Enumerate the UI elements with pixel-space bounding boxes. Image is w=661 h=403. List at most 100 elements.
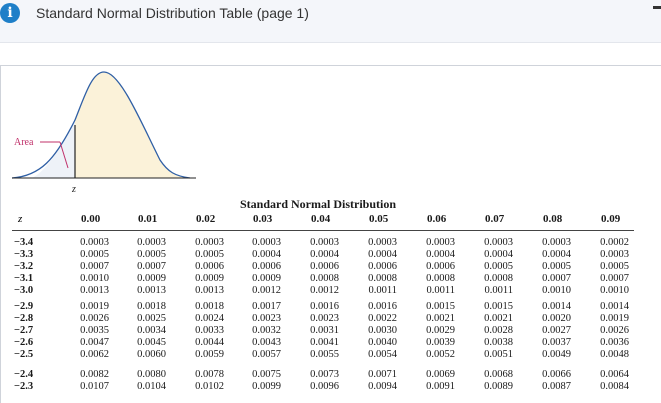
table-cell: 0.0078 bbox=[195, 369, 224, 380]
table-cell: 0.0010 bbox=[542, 285, 571, 296]
table-cell: 0.0102 bbox=[195, 381, 224, 392]
table-cell: 0.0005 bbox=[80, 249, 109, 260]
table-cell: 0.0107 bbox=[80, 381, 109, 392]
table-cell: 0.0021 bbox=[426, 313, 455, 324]
minimize-icon[interactable] bbox=[653, 6, 661, 9]
table-cell: 0.0026 bbox=[600, 325, 629, 336]
table-cell: 0.0008 bbox=[426, 273, 455, 284]
table-cell: 0.0020 bbox=[542, 313, 571, 324]
table-cell: 0.0016 bbox=[368, 301, 397, 312]
column-header: 0.01 bbox=[138, 213, 158, 225]
z-value: −2.5 bbox=[14, 349, 34, 360]
table-cell: 0.0089 bbox=[484, 381, 513, 392]
table-cell: 0.0002 bbox=[600, 237, 629, 248]
table-cell: 0.0024 bbox=[195, 313, 224, 324]
normal-curve bbox=[11, 71, 191, 179]
table-cell: 0.0036 bbox=[600, 337, 629, 348]
table-cell: 0.0096 bbox=[310, 381, 339, 392]
table-cell: 0.0018 bbox=[195, 301, 224, 312]
table-cell: 0.0037 bbox=[542, 337, 571, 348]
table-cell: 0.0003 bbox=[310, 237, 339, 248]
table-cell: 0.0016 bbox=[310, 301, 339, 312]
z-value: −3.3 bbox=[14, 249, 34, 260]
table-cell: 0.0071 bbox=[368, 369, 397, 380]
table-cell: 0.0014 bbox=[600, 301, 629, 312]
table-cell: 0.0094 bbox=[368, 381, 397, 392]
table-cell: 0.0004 bbox=[310, 249, 339, 260]
table-cell: 0.0073 bbox=[310, 369, 339, 380]
column-header: 0.04 bbox=[311, 213, 331, 225]
table-cell: 0.0011 bbox=[426, 285, 456, 296]
table-cell: 0.0014 bbox=[542, 301, 571, 312]
table-cell: 0.0007 bbox=[600, 273, 629, 284]
table-cell: 0.0057 bbox=[252, 349, 281, 360]
info-icon[interactable]: i bbox=[0, 3, 20, 23]
z-value: −2.8 bbox=[14, 313, 34, 324]
z-label: z bbox=[71, 184, 76, 195]
table-cell: 0.0008 bbox=[368, 273, 397, 284]
table-cell: 0.0003 bbox=[137, 237, 166, 248]
table-cell: 0.0031 bbox=[310, 325, 339, 336]
table-cell: 0.0023 bbox=[310, 313, 339, 324]
table-cell: 0.0039 bbox=[426, 337, 455, 348]
table-cell: 0.0045 bbox=[137, 337, 166, 348]
table-cell: 0.0018 bbox=[137, 301, 166, 312]
table-caption: Standard Normal Distribution bbox=[240, 197, 397, 211]
table-cell: 0.0004 bbox=[542, 249, 571, 260]
table-cell: 0.0017 bbox=[252, 301, 281, 312]
column-header: 0.06 bbox=[427, 213, 447, 225]
table-cell: 0.0099 bbox=[252, 381, 281, 392]
table-cell: 0.0006 bbox=[368, 261, 397, 272]
column-header: 0.09 bbox=[601, 213, 621, 225]
tail-fill bbox=[32, 120, 75, 178]
table-cell: 0.0033 bbox=[195, 325, 224, 336]
table-cell: 0.0006 bbox=[195, 261, 224, 272]
header-rule bbox=[12, 230, 634, 231]
table-cell: 0.0054 bbox=[368, 349, 397, 360]
table-cell: 0.0005 bbox=[542, 261, 571, 272]
table-cell: 0.0075 bbox=[252, 369, 281, 380]
area-label: Area bbox=[14, 137, 34, 148]
table-cell: 0.0003 bbox=[80, 237, 109, 248]
table-cell: 0.0003 bbox=[195, 237, 224, 248]
table-cell: 0.0003 bbox=[542, 237, 571, 248]
table-cell: 0.0023 bbox=[252, 313, 281, 324]
table-cell: 0.0007 bbox=[80, 261, 109, 272]
table-cell: 0.0013 bbox=[195, 285, 224, 296]
table-cell: 0.0059 bbox=[195, 349, 224, 360]
table-cell: 0.0019 bbox=[80, 301, 109, 312]
table-cell: 0.0035 bbox=[80, 325, 109, 336]
table-cell: 0.0025 bbox=[137, 313, 166, 324]
table-cell: 0.0034 bbox=[137, 325, 166, 336]
table-cell: 0.0008 bbox=[484, 273, 513, 284]
table-cell: 0.0043 bbox=[252, 337, 281, 348]
table-cell: 0.0013 bbox=[80, 285, 109, 296]
table-cell: 0.0006 bbox=[310, 261, 339, 272]
table-cell: 0.0087 bbox=[542, 381, 571, 392]
column-header: 0.05 bbox=[369, 213, 389, 225]
curve-fill bbox=[75, 72, 190, 178]
table-cell: 0.0015 bbox=[484, 301, 513, 312]
table-cell: 0.0041 bbox=[310, 337, 339, 348]
table-cell: 0.0011 bbox=[484, 285, 514, 296]
table-cell: 0.0004 bbox=[426, 249, 455, 260]
table-cell: 0.0052 bbox=[426, 349, 455, 360]
table-cell: 0.0006 bbox=[252, 261, 281, 272]
table-cell: 0.0066 bbox=[542, 369, 571, 380]
table-cell: 0.0003 bbox=[600, 249, 629, 260]
area-pointer-diag bbox=[59, 141, 69, 169]
table-cell: 0.0010 bbox=[80, 273, 109, 284]
table-cell: 0.0008 bbox=[310, 273, 339, 284]
table-cell: 0.0062 bbox=[80, 349, 109, 360]
table-cell: 0.0007 bbox=[137, 261, 166, 272]
table-cell: 0.0003 bbox=[368, 237, 397, 248]
column-header: 0.03 bbox=[253, 213, 273, 225]
table-cell: 0.0084 bbox=[600, 381, 629, 392]
z-value: −3.1 bbox=[14, 273, 34, 284]
table-cell: 0.0005 bbox=[484, 261, 513, 272]
table-cell: 0.0003 bbox=[252, 237, 281, 248]
table-cell: 0.0007 bbox=[542, 273, 571, 284]
table-cell: 0.0009 bbox=[195, 273, 224, 284]
column-header: 0.08 bbox=[543, 213, 563, 225]
